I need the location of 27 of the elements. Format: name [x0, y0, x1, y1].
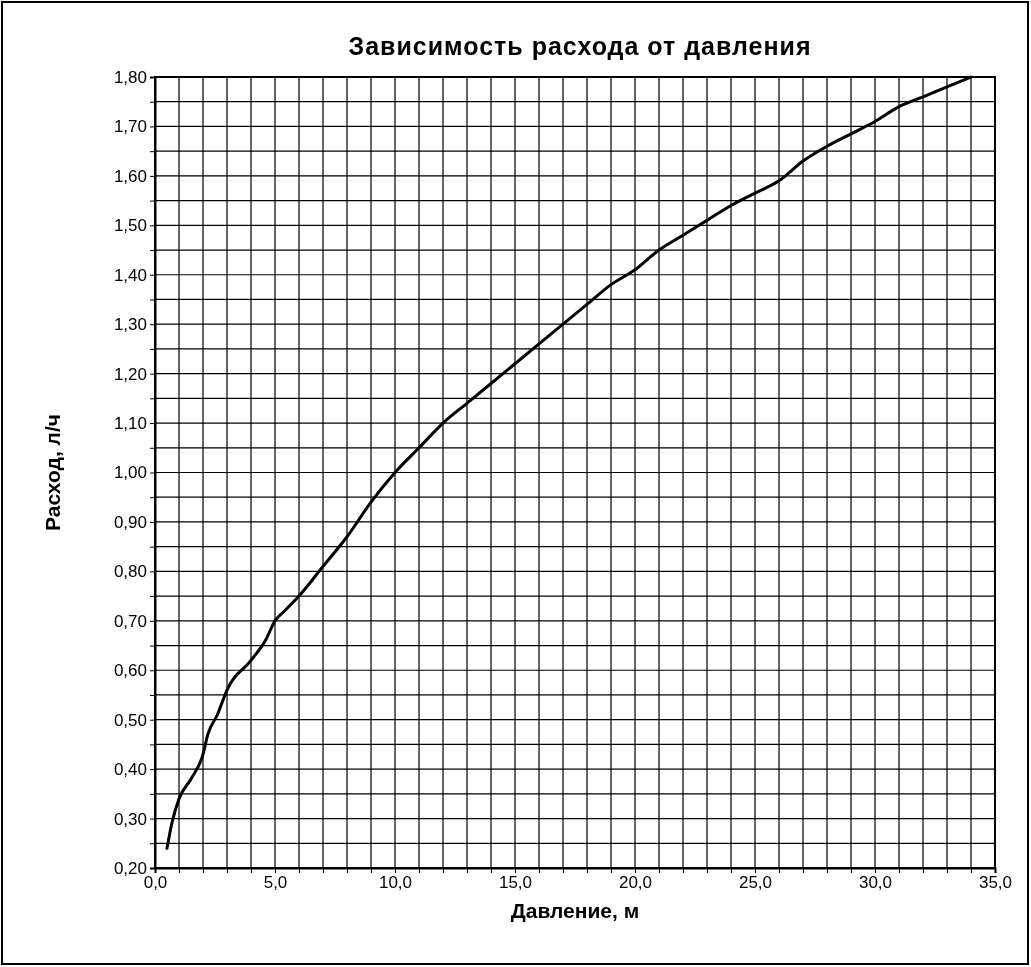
x-tick-label: 10,0: [378, 873, 413, 893]
x-tick-label: 25,0: [738, 873, 773, 893]
y-tick-label: 1,30: [113, 315, 147, 335]
y-tick-label: 0,70: [113, 611, 147, 631]
x-tick-label: 0,0: [143, 873, 168, 893]
x-tick-label: 5,0: [263, 873, 288, 893]
y-tick-label: 0,50: [113, 710, 147, 730]
y-tick-label: 1,00: [113, 463, 147, 483]
chart-title: Зависимость расхода от давления: [348, 32, 812, 60]
x-axis-title: Давление, м: [510, 899, 640, 922]
y-tick-label: 1,70: [113, 117, 147, 137]
y-tick-label: 1,10: [113, 414, 147, 433]
x-tick-label: 30,0: [858, 873, 893, 893]
y-tick-label: 0,90: [113, 512, 147, 532]
y-axis-title: Расход, л/ч: [41, 414, 64, 531]
y-tick-label: 1,80: [113, 67, 147, 87]
y-tick-label: 1,50: [113, 216, 147, 236]
y-tick-label: 1,20: [113, 364, 147, 384]
y-tick-label: 0,40: [113, 760, 147, 780]
y-tick-label: 0,60: [113, 661, 147, 681]
y-tick-label: 0,80: [113, 562, 147, 582]
y-tick-label: 1,60: [113, 166, 147, 186]
x-tick-label: 20,0: [618, 873, 653, 893]
y-tick-label: 0,30: [113, 809, 147, 829]
y-tick-label: 1,40: [113, 265, 147, 285]
x-tick-label: 35,0: [978, 873, 1013, 893]
x-tick-label: 15,0: [498, 873, 533, 893]
